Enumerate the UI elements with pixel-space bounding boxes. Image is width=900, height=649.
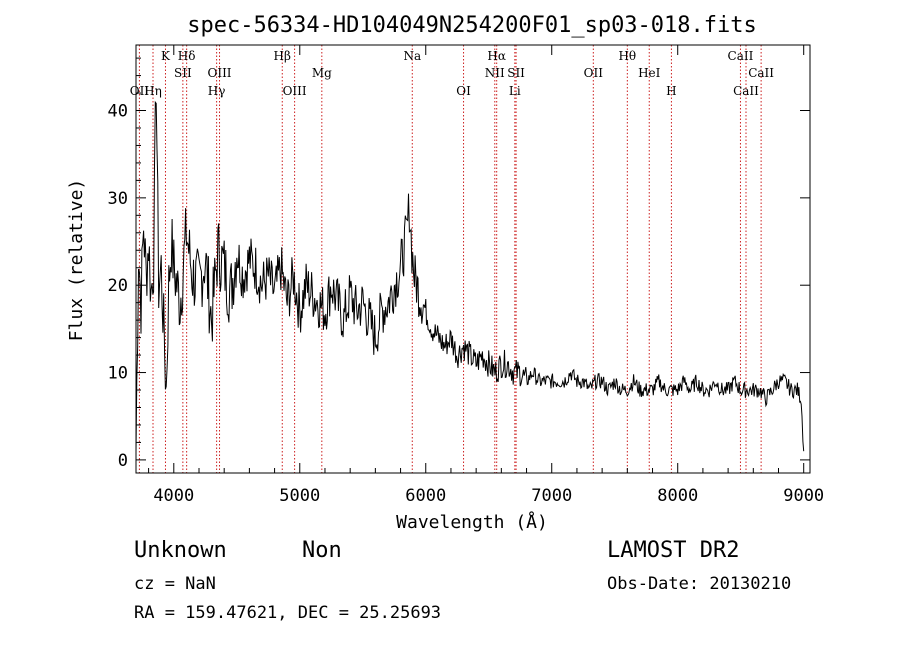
ra-dec-coordinates: RA = 159.47621, DEC = 25.25693: [134, 603, 442, 623]
observation-date: Obs-Date: 20130210: [607, 574, 792, 594]
line-label: Hη: [144, 84, 162, 98]
object-class: Unknown: [134, 538, 227, 563]
line-label: Hα: [487, 49, 506, 63]
line-label: Hβ: [274, 49, 291, 63]
line-label: CaII: [733, 84, 759, 98]
survey-name: LAMOST DR2: [607, 538, 740, 563]
line-label: Hγ: [208, 84, 226, 98]
line-label: OIII: [283, 84, 307, 98]
line-label: OIII: [207, 66, 231, 80]
line-label: SII: [507, 66, 525, 80]
line-label: Hθ: [618, 49, 636, 63]
redshift-cz: cz = NaN: [134, 574, 216, 594]
line-label: HeI: [638, 66, 661, 80]
y-tick-label: 30: [108, 189, 128, 209]
x-tick-label: 7000: [531, 486, 572, 506]
y-tick-label: 10: [108, 364, 128, 384]
line-label: SII: [174, 66, 192, 80]
object-subclass: Non: [302, 538, 342, 563]
y-tick-label: 0: [118, 451, 128, 471]
y-axis-label: Flux (relative): [66, 179, 87, 342]
emission-line-markers: [138, 45, 762, 473]
line-label: OII: [584, 66, 604, 80]
line-label: Mg: [312, 66, 332, 80]
line-label: NII: [485, 66, 505, 80]
line-label: OI: [456, 84, 471, 98]
x-tick-label: 8000: [657, 486, 698, 506]
x-axis-ticks: 4000 5000 6000 7000 8000 9000: [148, 45, 824, 506]
plot-frame: [135, 44, 811, 474]
chart-title: spec-56334-HD104049N254200F01_sp03-018.f…: [187, 13, 757, 38]
line-label: CaII: [728, 49, 754, 63]
x-axis-label: Wavelength (Å): [396, 511, 548, 533]
spectrum-line: [135, 100, 805, 452]
y-tick-label: 40: [108, 102, 128, 122]
line-label: K: [161, 49, 171, 63]
line-label: Na: [403, 49, 421, 63]
y-axis-ticks: 0 10 20 30 40: [108, 57, 810, 471]
line-label: H: [666, 84, 676, 98]
line-label: Hδ: [178, 49, 196, 63]
line-label: CaII: [748, 66, 774, 80]
x-tick-label: 6000: [405, 486, 446, 506]
line-label: Li: [509, 84, 521, 98]
spectrum-chart: spec-56334-HD104049N254200F01_sp03-018.f…: [66, 13, 824, 533]
x-tick-label: 9000: [783, 486, 824, 506]
x-tick-label: 5000: [279, 486, 320, 506]
y-tick-label: 20: [108, 276, 128, 296]
x-tick-label: 4000: [153, 486, 194, 506]
line-label: OII: [130, 84, 150, 98]
